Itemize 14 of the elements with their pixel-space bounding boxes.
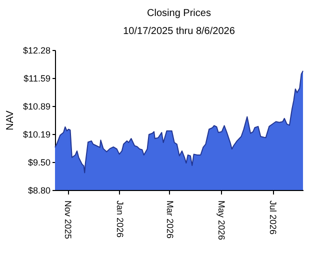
y-tick-label: $11.59: [24, 73, 50, 84]
y-tick-label: $9.50: [28, 157, 50, 168]
x-tick-label: Nov 2025: [63, 200, 74, 240]
x-tick-label: May 2026: [216, 200, 226, 240]
y-tick-label: $8.80: [28, 186, 50, 196]
x-tick-label: Jan 2026: [114, 200, 125, 238]
y-tick-label: $10.89: [22, 101, 50, 112]
y-tick-label: $12.28: [22, 46, 50, 56]
x-tick-label: Mar 2026: [164, 200, 175, 239]
chart-subtitle: 10/17/2025 thru 8/6/2026: [123, 26, 236, 37]
y-axis-title: NAV: [4, 110, 16, 130]
y-tick-label: $10.19: [22, 130, 50, 140]
x-tick-label: Jul 2026: [268, 200, 278, 235]
chart-title: Closing Prices: [147, 8, 211, 19]
